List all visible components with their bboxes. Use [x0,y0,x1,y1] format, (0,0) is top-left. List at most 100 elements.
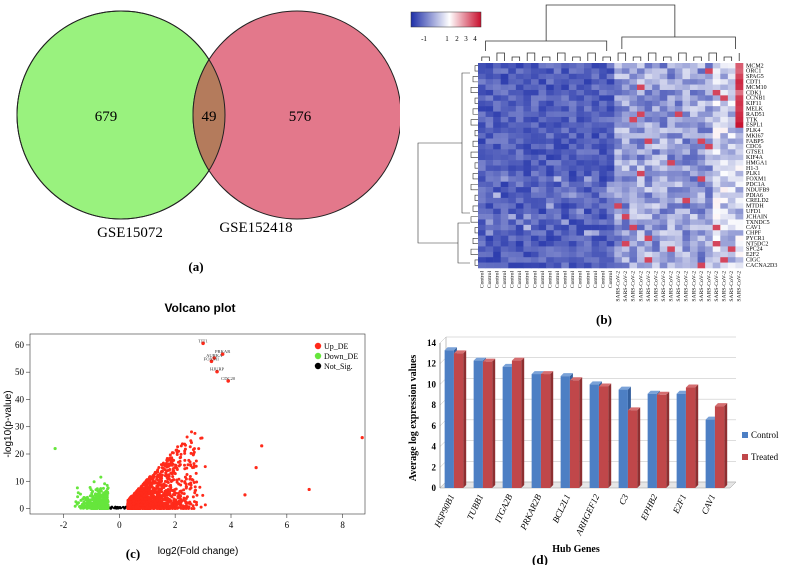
heatmap-cell [705,133,714,139]
heatmap-cell [591,143,600,150]
heatmap-cell [478,230,486,236]
heatmap-cell [697,160,706,166]
heatmap-cell [531,122,539,129]
heatmap-cell [553,89,562,96]
heatmap-cell [712,257,721,263]
heatmap-gene-label: CDT1 [746,80,761,86]
heatmap-cell [576,246,585,253]
heatmap-cell [531,89,539,96]
heatmap-cell [659,181,668,188]
heatmap-cell [667,257,676,263]
heatmap-cell [508,241,517,247]
bar-top [569,377,583,381]
heatmap-cell [690,63,698,69]
heatmap-cell [515,170,524,177]
heatmap-cell [599,111,608,118]
heatmap-cell [637,84,645,91]
venn-set-b-label: GSE152418 [219,220,292,236]
volcano-point-up [147,479,151,483]
volcano-point-up [183,463,187,467]
color-key-tick: 4 [473,35,477,43]
heatmap-cell [515,262,524,269]
heatmap-cell [720,79,729,85]
heatmap-cell [538,262,547,269]
heatmap-cell [705,208,714,215]
bar [647,393,657,488]
heatmap-cell [568,68,577,75]
heatmap-cell [523,219,532,226]
bar-side [724,403,728,488]
heatmap-cell [697,68,706,75]
volcano-point-up [168,493,172,497]
heatmap-cell [727,192,736,199]
heatmap-cell [735,203,744,209]
heatmap-cell [705,127,714,134]
heatmap-cell [576,106,585,112]
heatmap-cell [561,79,570,85]
heatmap-cell [576,122,585,129]
volcano-point-up [180,479,184,483]
heatmap-cell [637,73,645,80]
heatmap-cell [697,111,706,118]
heatmap-cell [697,73,706,80]
heatmap-cell [584,224,592,231]
heatmap-cell [682,100,691,107]
heatmap-cell [538,165,547,172]
heatmap-cell [621,111,630,118]
heatmap-cell [553,219,562,226]
heatmap-cell [614,127,623,134]
heatmap-cell [546,246,555,253]
heatmap-cell [546,170,555,177]
volcano-point-up [190,430,194,434]
heatmap-cell [553,63,562,69]
heatmap-cell [614,84,623,91]
volcano-point-down [97,489,101,493]
heatmap-cell [576,170,585,177]
heatmap-cell [561,95,570,102]
heatmap-cell [478,160,486,166]
volcano-point-down [104,494,108,498]
heatmap-cell [697,143,706,150]
heatmap-cell [584,219,592,226]
heatmap-cell [515,154,524,161]
heatmap-cell [606,251,615,258]
color-key-tick: 1 [445,35,449,43]
heatmap-cell [727,230,736,236]
volcano-point-labeled [215,369,219,374]
heatmap-cell [606,208,615,215]
bar [598,386,609,488]
heatmap-cell [682,106,691,112]
volcano-point-up [179,503,183,507]
heatmap-cell [606,214,615,220]
volcano-point-labeled [209,359,214,364]
heatmap-cell [553,154,562,161]
volcano-point-up [172,499,176,503]
volcano-y-tick: 50 [15,367,25,377]
heatmap-cell [591,165,600,172]
heatmap-gene-label: GTSE1 [746,150,764,156]
volcano-point-up [142,494,146,498]
heatmap-cell [500,241,509,247]
heatmap-cell [629,100,638,107]
heatmap-cell [500,143,509,150]
heatmap-cell [644,68,653,75]
heatmap-cell [478,208,486,215]
heatmap-cell [674,63,683,69]
volcano-point-up [185,473,189,477]
volcano-point-up [149,489,153,493]
heatmap-cell [576,84,585,91]
bar [531,374,541,488]
volcano-point-up [156,502,160,506]
heatmap-cell [712,214,721,220]
heatmap-cell [500,224,509,231]
heatmap-cell [644,214,653,220]
heatmap-cell [538,160,547,166]
volcano-point-down [79,498,83,502]
volcano-point-up [150,476,154,480]
heatmap-cell [584,138,592,145]
heatmap-cell [584,149,592,156]
heatmap-cell [515,235,524,242]
heatmap-cell [553,127,562,134]
heatmap-cell [644,235,653,242]
heatmap-cell [614,73,623,80]
